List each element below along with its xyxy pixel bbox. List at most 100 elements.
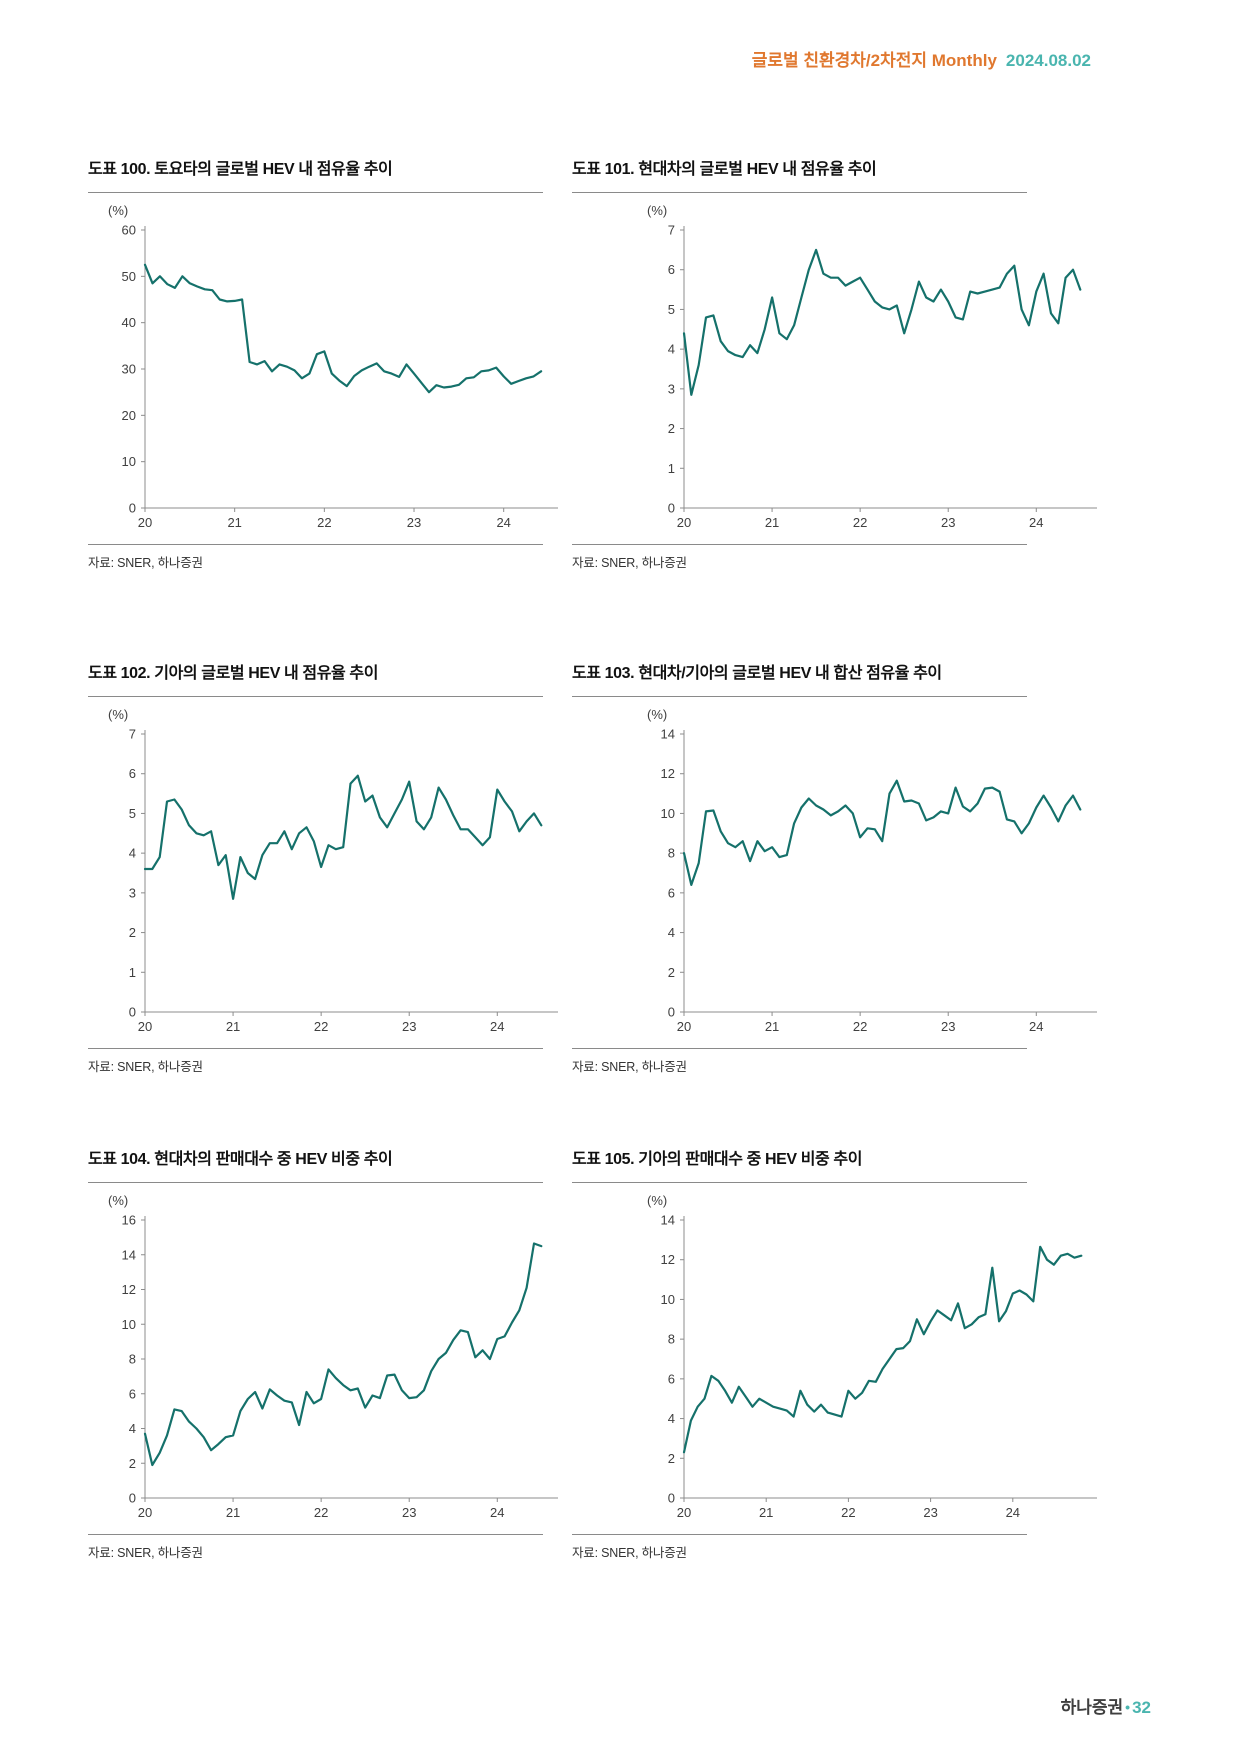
svg-text:10: 10 bbox=[661, 1292, 675, 1307]
svg-text:2: 2 bbox=[668, 965, 675, 980]
chart-graphic: (%) 0 2 4 6 8 10 12 14 20 21 22 23 24 bbox=[627, 1193, 1097, 1526]
svg-text:6: 6 bbox=[129, 1386, 136, 1401]
svg-text:24: 24 bbox=[1006, 1505, 1020, 1520]
svg-text:22: 22 bbox=[317, 515, 331, 530]
svg-text:14: 14 bbox=[122, 1247, 136, 1262]
svg-text:50: 50 bbox=[122, 269, 136, 284]
svg-text:21: 21 bbox=[226, 1505, 240, 1520]
svg-text:4: 4 bbox=[129, 1421, 136, 1436]
source-divider bbox=[88, 1534, 543, 1535]
svg-text:20: 20 bbox=[138, 1505, 152, 1520]
svg-text:24: 24 bbox=[496, 515, 510, 530]
chart-panel-100: 도표 100. 토요타의 글로벌 HEV 내 점유율 추이 (%) 0 10 20 3… bbox=[88, 160, 558, 571]
chart-panel-104: 도표 104. 현대차의 판매대수 중 HEV 비중 추이 (%) 0 2 4 6 8 1… bbox=[88, 1150, 558, 1561]
svg-text:5: 5 bbox=[129, 806, 136, 821]
svg-text:8: 8 bbox=[668, 1332, 675, 1347]
source-divider bbox=[88, 1048, 543, 1049]
svg-text:2: 2 bbox=[129, 1456, 136, 1471]
svg-text:4: 4 bbox=[129, 846, 136, 861]
svg-text:0: 0 bbox=[129, 1005, 136, 1020]
svg-text:23: 23 bbox=[941, 515, 955, 530]
svg-text:24: 24 bbox=[490, 1019, 504, 1034]
title-divider bbox=[572, 192, 1027, 193]
svg-text:8: 8 bbox=[668, 846, 675, 861]
report-date: 2024.08.02 bbox=[1005, 51, 1091, 70]
unit-label: (%) bbox=[108, 1193, 129, 1208]
svg-text:0: 0 bbox=[129, 1491, 136, 1506]
svg-text:4: 4 bbox=[668, 1411, 675, 1426]
svg-text:0: 0 bbox=[129, 501, 136, 516]
footer-page-number: 32 bbox=[1132, 1698, 1151, 1717]
report-title: 글로벌 친환경차/2차전지 Monthly bbox=[751, 51, 997, 70]
svg-text:14: 14 bbox=[661, 1213, 675, 1228]
svg-text:7: 7 bbox=[668, 223, 675, 238]
svg-text:1: 1 bbox=[129, 965, 136, 980]
svg-text:2: 2 bbox=[668, 1451, 675, 1466]
title-divider bbox=[572, 1182, 1027, 1183]
chart-graphic: (%) 0 1 2 3 4 5 6 7 20 21 22 23 24 bbox=[88, 707, 558, 1040]
source-label: 자료: SNER, 하나증권 bbox=[572, 1546, 687, 1560]
svg-text:2: 2 bbox=[129, 925, 136, 940]
title-divider bbox=[88, 192, 543, 193]
chart-graphic: (%) 0 2 4 6 8 10 12 14 20 21 22 23 24 bbox=[627, 707, 1097, 1040]
source-label: 자료: SNER, 하나증권 bbox=[88, 1060, 203, 1074]
unit-label: (%) bbox=[647, 203, 668, 218]
footer-dot: • bbox=[1125, 1699, 1131, 1715]
unit-label: (%) bbox=[108, 203, 129, 218]
svg-text:6: 6 bbox=[129, 766, 136, 781]
source-label: 자료: SNER, 하나증권 bbox=[88, 1546, 203, 1560]
svg-text:60: 60 bbox=[122, 223, 136, 238]
svg-text:0: 0 bbox=[668, 501, 675, 516]
svg-text:23: 23 bbox=[407, 515, 421, 530]
unit-label: (%) bbox=[647, 1193, 668, 1208]
svg-text:23: 23 bbox=[941, 1019, 955, 1034]
svg-text:21: 21 bbox=[765, 1019, 779, 1034]
svg-text:4: 4 bbox=[668, 925, 675, 940]
source-divider bbox=[572, 1048, 1027, 1049]
source-label: 자료: SNER, 하나증권 bbox=[572, 556, 687, 570]
chart-panel-105: 도표 105. 기아의 판매대수 중 HEV 비중 추이 (%) 0 2 4 6 8 10… bbox=[572, 1150, 1097, 1561]
svg-text:40: 40 bbox=[122, 315, 136, 330]
svg-text:0: 0 bbox=[668, 1005, 675, 1020]
chart-title: 도표 104. 현대차의 판매대수 중 HEV 비중 추이 bbox=[88, 1151, 393, 1168]
svg-text:7: 7 bbox=[129, 727, 136, 742]
chart-title: 도표 100. 토요타의 글로벌 HEV 내 점유율 추이 bbox=[88, 161, 393, 178]
unit-label: (%) bbox=[647, 707, 668, 722]
svg-text:5: 5 bbox=[668, 302, 675, 317]
chart-title: 도표 105. 기아의 판매대수 중 HEV 비중 추이 bbox=[572, 1151, 863, 1168]
svg-text:8: 8 bbox=[129, 1352, 136, 1367]
svg-text:0: 0 bbox=[668, 1491, 675, 1506]
svg-text:12: 12 bbox=[661, 766, 675, 781]
svg-text:22: 22 bbox=[853, 515, 867, 530]
svg-text:23: 23 bbox=[402, 1019, 416, 1034]
svg-text:23: 23 bbox=[923, 1505, 937, 1520]
title-divider bbox=[88, 696, 543, 697]
chart-title: 도표 102. 기아의 글로벌 HEV 내 점유율 추이 bbox=[88, 665, 379, 682]
chart-title: 도표 103. 현대차/기아의 글로벌 HEV 내 합산 점유율 추이 bbox=[572, 665, 942, 682]
svg-text:1: 1 bbox=[668, 461, 675, 476]
svg-text:14: 14 bbox=[661, 727, 675, 742]
svg-text:21: 21 bbox=[765, 515, 779, 530]
svg-text:10: 10 bbox=[122, 1317, 136, 1332]
svg-text:24: 24 bbox=[1029, 1019, 1043, 1034]
svg-text:6: 6 bbox=[668, 1371, 675, 1386]
svg-text:20: 20 bbox=[138, 1019, 152, 1034]
svg-text:10: 10 bbox=[661, 806, 675, 821]
svg-text:22: 22 bbox=[314, 1019, 328, 1034]
line-chart-toyota-hev-share: 0 10 20 30 40 50 60 20 21 22 23 24 bbox=[122, 223, 558, 530]
svg-text:21: 21 bbox=[227, 515, 241, 530]
svg-text:3: 3 bbox=[668, 381, 675, 396]
svg-text:22: 22 bbox=[314, 1505, 328, 1520]
chart-panel-103: 도표 103. 현대차/기아의 글로벌 HEV 내 합산 점유율 추이 (%) … bbox=[572, 664, 1097, 1075]
svg-text:22: 22 bbox=[853, 1019, 867, 1034]
chart-graphic: (%) 0 10 20 30 40 50 60 20 21 22 23 24 bbox=[88, 203, 558, 536]
svg-text:4: 4 bbox=[668, 342, 675, 357]
chart-graphic: (%) 0 1 2 3 4 5 6 7 20 21 22 23 24 bbox=[627, 203, 1097, 536]
